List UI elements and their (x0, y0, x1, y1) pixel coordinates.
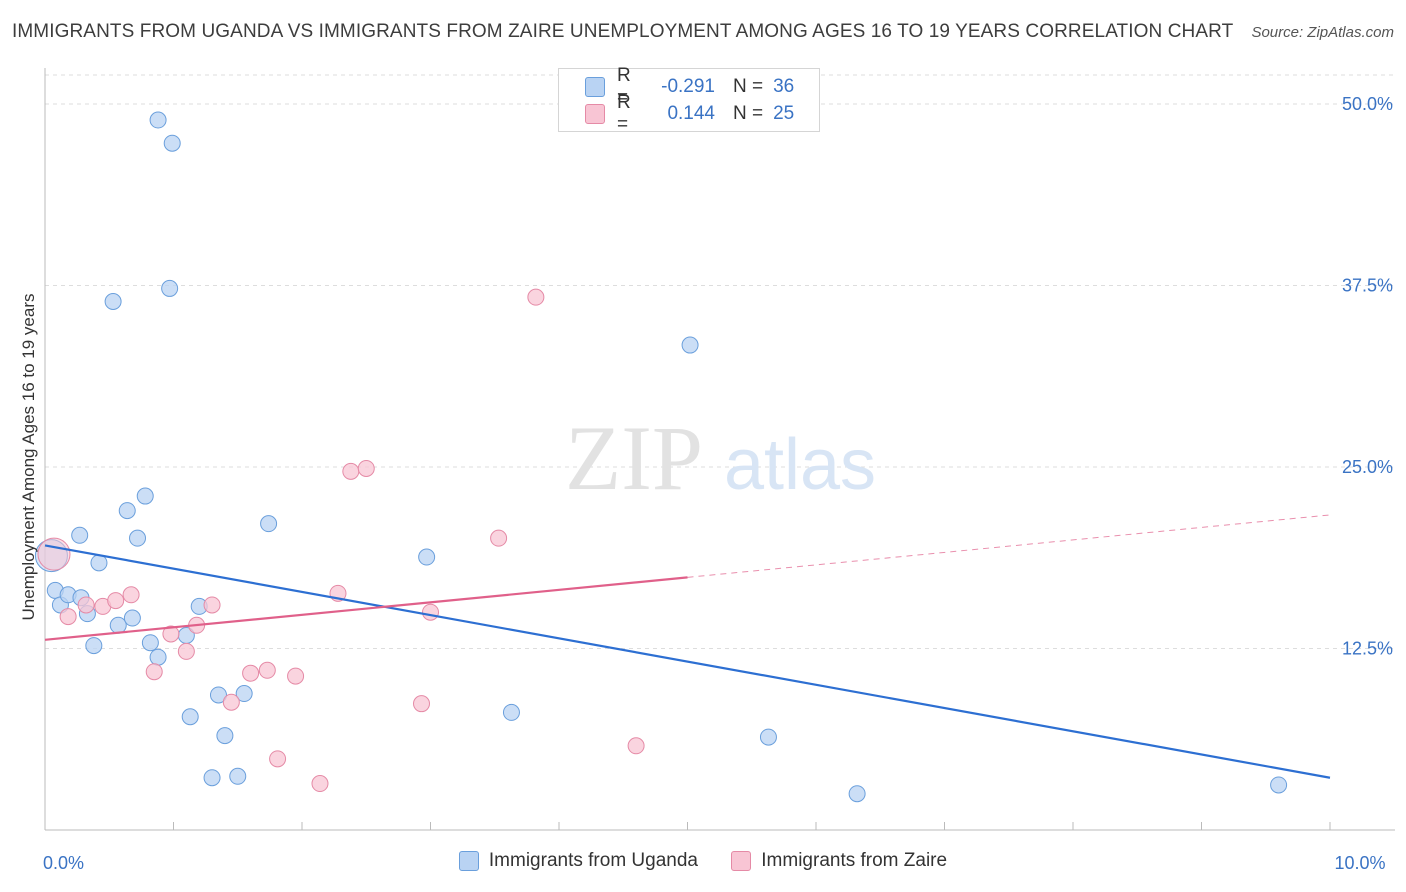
source-label: Source: ZipAtlas.com (1251, 24, 1394, 41)
y-tick-label: 25.0% (1342, 457, 1393, 477)
zaire-point[interactable] (107, 592, 125, 610)
zaire-point[interactable] (490, 529, 508, 547)
grid-layer (45, 74, 1395, 650)
uganda-point[interactable] (109, 616, 127, 634)
zaire-point[interactable] (311, 775, 329, 793)
uganda-point[interactable] (141, 634, 159, 652)
chart-legend: Immigrants from Uganda Immigrants from Z… (0, 850, 1406, 877)
uganda-point[interactable] (681, 336, 699, 354)
zaire-point[interactable] (413, 695, 431, 713)
y-tick-label: 37.5% (1342, 276, 1393, 296)
r-label: R = (617, 92, 631, 135)
legend-label-zaire: Immigrants from Zaire (761, 850, 948, 871)
legend-item-uganda[interactable]: Immigrants from Uganda (458, 850, 698, 872)
x-tick-label: 0.0% (43, 853, 84, 873)
legend-label-uganda: Immigrants from Uganda (488, 850, 698, 871)
uganda-point[interactable] (235, 685, 253, 703)
zaire-point[interactable] (242, 664, 260, 682)
trend-layer (44, 514, 1331, 779)
zaire-legend-swatch (731, 851, 752, 871)
zaire-point[interactable] (222, 693, 240, 711)
uganda-trend-line (44, 544, 1331, 779)
zaire-point[interactable] (269, 750, 287, 768)
uganda-point[interactable] (418, 548, 436, 566)
uganda-point[interactable] (163, 134, 181, 152)
zaire-trend-line (44, 576, 688, 641)
uganda-point[interactable] (118, 502, 136, 520)
zaire-trend-extension (687, 514, 1331, 578)
zaire-point[interactable] (287, 667, 305, 685)
uganda-point[interactable] (123, 609, 141, 627)
y-tick-label: 12.5% (1342, 639, 1393, 659)
uganda-point[interactable] (181, 708, 199, 726)
n-label: N = (733, 76, 764, 97)
uganda-point[interactable] (203, 769, 221, 787)
zaire-point[interactable] (627, 737, 645, 755)
zaire-point[interactable] (258, 661, 276, 679)
x-tick-label: 10.0% (1334, 853, 1385, 873)
y-tick-label: 50.0% (1342, 94, 1393, 114)
n-value: 25 (773, 103, 795, 124)
uganda-point[interactable] (71, 526, 89, 544)
uganda-point[interactable] (1270, 776, 1288, 794)
uganda-point[interactable] (759, 728, 777, 746)
axes-layer: 12.5% 25.0% 37.5% 50.0% 0.0% 10.0% (43, 68, 1395, 873)
stats-row-zaire: R = 0.144 N = 25 (585, 92, 795, 135)
zaire-point[interactable] (162, 625, 180, 643)
r-label: R = (617, 65, 631, 108)
stats-row-uganda: R = -0.291 N = 36 (585, 65, 795, 108)
r-value: -0.291 (661, 76, 715, 97)
uganda-point[interactable] (502, 703, 520, 721)
uganda-legend-swatch (458, 851, 479, 871)
uganda-point[interactable] (161, 279, 179, 297)
zaire-point[interactable] (357, 459, 375, 477)
zaire-point[interactable] (342, 462, 360, 480)
n-value: 36 (773, 76, 795, 97)
uganda-point[interactable] (104, 293, 122, 310)
watermark-zip: ZIP (565, 407, 703, 509)
uganda-point[interactable] (216, 727, 234, 745)
legend-item-zaire[interactable]: Immigrants from Zaire (731, 850, 947, 872)
zaire-point[interactable] (422, 603, 439, 621)
uganda-point[interactable] (85, 637, 103, 655)
zaire-point[interactable] (527, 288, 545, 306)
zaire-swatch (585, 104, 605, 124)
points-layer (34, 111, 1288, 803)
stats-legend: R = -0.291 N = 36 R = 0.144 N = 25 (558, 65, 820, 135)
n-label: N = (733, 103, 764, 124)
zaire-point[interactable] (77, 596, 95, 614)
watermark-atlas: atlas (724, 425, 876, 505)
y-axis-label: Unemployment Among Ages 16 to 19 years (19, 294, 38, 621)
chart-title: IMMIGRANTS FROM UGANDA VS IMMIGRANTS FRO… (12, 21, 1234, 42)
zaire-point[interactable] (59, 608, 77, 626)
uganda-swatch (585, 77, 605, 97)
uganda-point[interactable] (129, 529, 147, 547)
uganda-point[interactable] (136, 487, 154, 505)
uganda-point[interactable] (260, 515, 278, 533)
watermark: ZIP atlas (565, 407, 876, 509)
uganda-point[interactable] (229, 767, 247, 785)
zaire-point[interactable] (177, 642, 195, 660)
uganda-point[interactable] (848, 785, 866, 803)
zaire-point[interactable] (37, 537, 71, 571)
uganda-point[interactable] (149, 111, 167, 129)
uganda-point[interactable] (209, 686, 227, 704)
zaire-point[interactable] (203, 596, 221, 614)
zaire-point[interactable] (122, 586, 140, 604)
r-value: 0.144 (667, 103, 715, 124)
zaire-point[interactable] (145, 663, 163, 681)
uganda-point[interactable] (149, 648, 167, 666)
